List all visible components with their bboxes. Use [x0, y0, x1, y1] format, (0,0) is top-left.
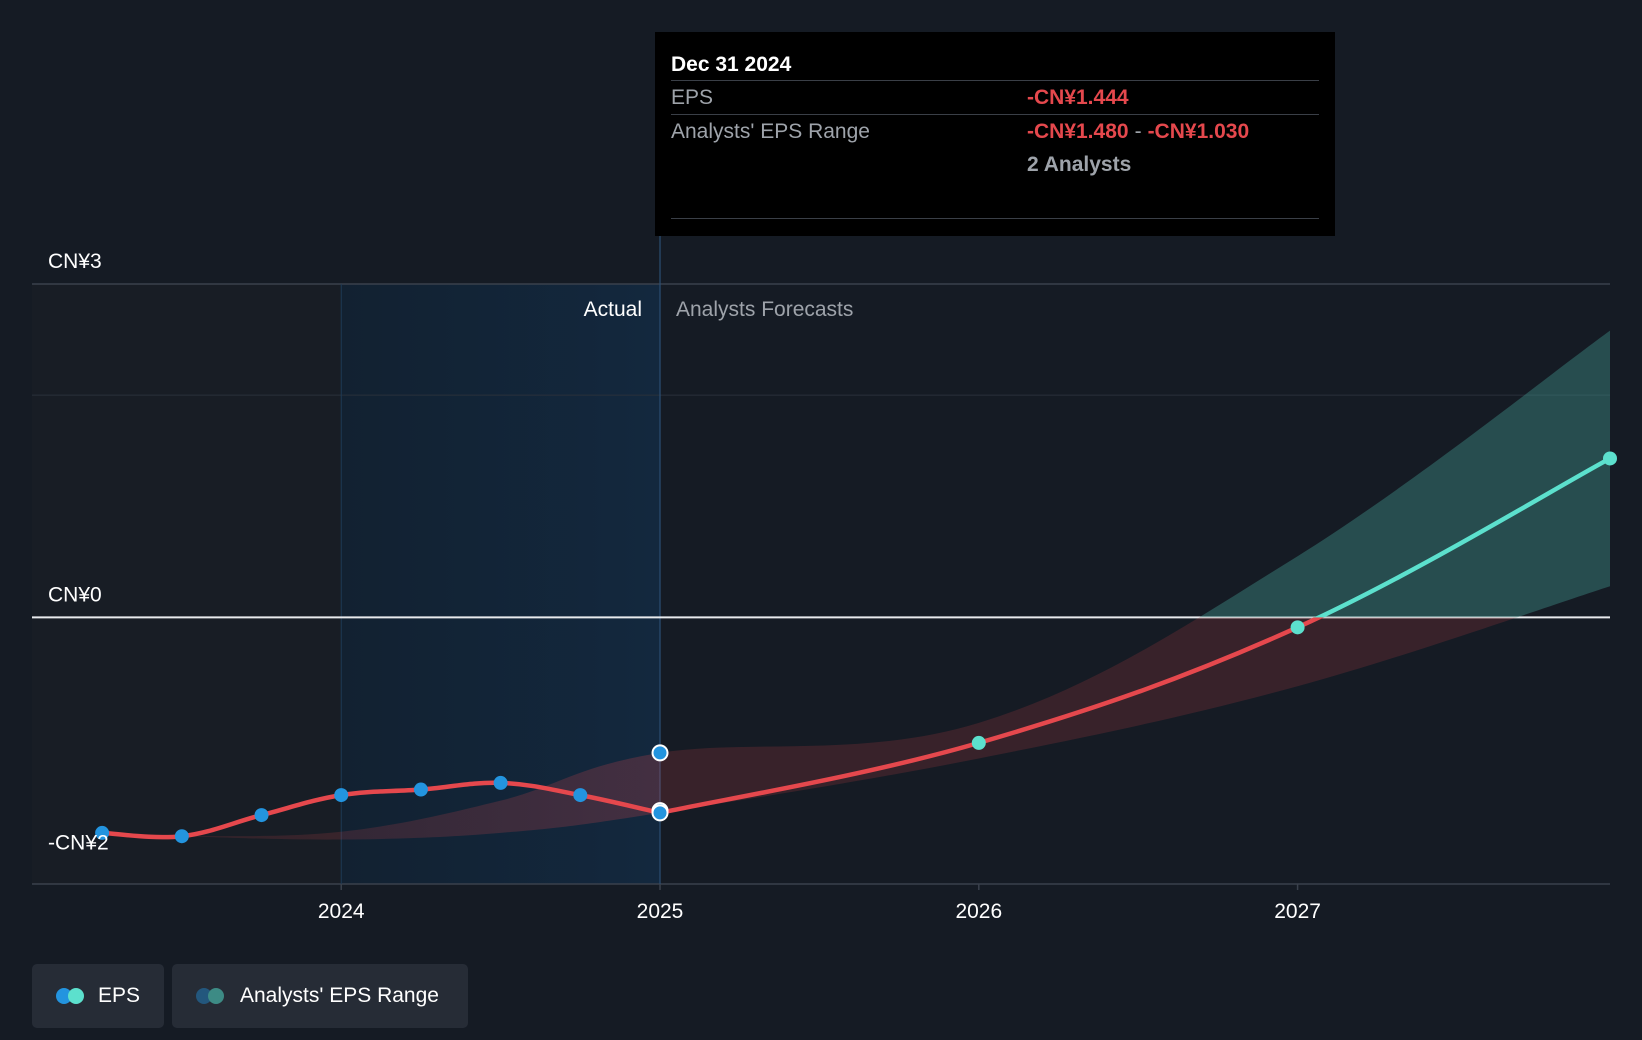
section-label-forecast: Analysts Forecasts: [676, 298, 853, 321]
tooltip-range-low: -CN¥1.480: [1027, 120, 1129, 143]
tooltip-eps-row: EPS -CN¥1.444: [671, 80, 1319, 114]
y-tick-label: CN¥0: [48, 583, 102, 606]
x-tick-label: 2027: [1274, 900, 1321, 923]
y-tick-label: CN¥3: [48, 250, 102, 273]
legend-range-label: Analysts' EPS Range: [240, 984, 439, 1007]
y-tick-label: -CN¥2: [48, 832, 109, 855]
range-band-actual: [181, 752, 661, 840]
range-band-negative: [181, 617, 1518, 840]
legend-eps-label: EPS: [97, 984, 140, 1007]
x-tick-label: 2026: [955, 900, 1002, 923]
tooltip-range-row: Analysts' EPS Range -CN¥1.480 - -CN¥1.03…: [671, 114, 1319, 148]
grid-lines: [32, 236, 1610, 885]
range-band-forecast-positive: [1199, 330, 1610, 618]
eps-range-endpoint: [651, 744, 669, 762]
eps-range-band: [181, 330, 1610, 840]
eps-forecast-line-negative: [657, 617, 1325, 816]
tooltip-range-label: Analysts' EPS Range: [671, 120, 870, 143]
eps-actual-point: [254, 808, 269, 823]
legend-eps-button[interactable]: EPS: [32, 964, 164, 1028]
axis-labels: CN¥3 CN¥0 -CN¥2 2024 2025 2026 2027 Actual Analy…: [48, 250, 1321, 923]
eps-forecast-line-positive: [1313, 456, 1613, 618]
x-tick-label: 2025: [637, 900, 684, 923]
tooltip-eps-label: EPS: [671, 86, 714, 109]
range-band-forecast-negative: [660, 617, 1518, 813]
eps-actual-point: [413, 782, 428, 797]
tooltip-range-separator: -: [1134, 120, 1142, 143]
eps-legend-icon: [56, 988, 88, 1004]
range-band-positive: [1199, 330, 1610, 618]
eps-actual-point: [493, 775, 508, 790]
eps-range-endpoint: [651, 804, 669, 822]
legend-range-button[interactable]: Analysts' EPS Range: [172, 964, 468, 1028]
tooltip-date: Dec 31 2024: [671, 53, 792, 76]
eps-forecast-point: [971, 735, 986, 750]
tooltip: Dec 31 2024 EPS -CN¥1.444 Analysts' EPS …: [655, 32, 1335, 236]
eps-points: [95, 451, 1617, 844]
tooltip-analysts-count: 2 Analysts: [1027, 153, 1132, 176]
eps-actual-point: [334, 788, 349, 803]
x-tick-label: 2024: [318, 900, 365, 923]
actual-region-background: [32, 284, 342, 884]
section-label-actual: Actual: [584, 298, 642, 321]
tooltip-divider: [671, 218, 1319, 219]
eps-actual-point: [174, 829, 189, 844]
eps-forecast-point: [1603, 451, 1617, 466]
eps-forecast-point: [1290, 620, 1305, 635]
tooltip-range-high: -CN¥1.030: [1147, 120, 1250, 143]
range-legend-icon: [196, 988, 230, 1004]
eps-actual-point: [573, 788, 588, 803]
eps-actual-point: [95, 825, 110, 840]
tooltip-analysts-row: 2 Analysts: [671, 148, 1319, 181]
tooltip-eps-value: -CN¥1.444: [1027, 86, 1129, 109]
